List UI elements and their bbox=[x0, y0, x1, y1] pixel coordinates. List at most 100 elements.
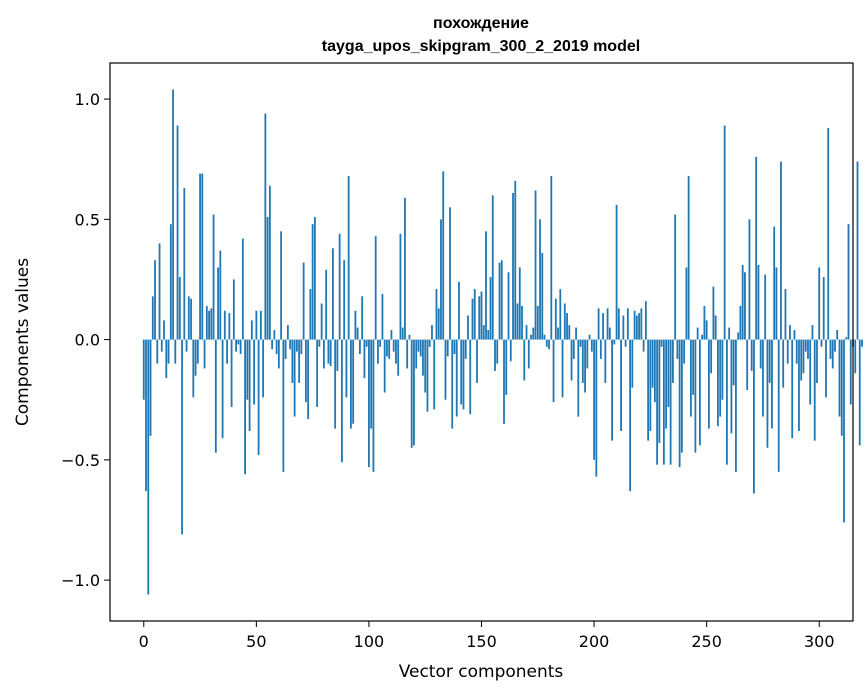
bar bbox=[178, 277, 181, 340]
bar bbox=[568, 325, 571, 340]
bar bbox=[647, 339, 650, 441]
bar bbox=[320, 303, 323, 340]
bar bbox=[232, 279, 235, 340]
bar bbox=[440, 219, 442, 340]
bar bbox=[593, 339, 595, 460]
bar bbox=[728, 327, 731, 340]
bar bbox=[802, 339, 805, 374]
bar bbox=[662, 339, 665, 465]
bar bbox=[813, 339, 816, 441]
bar bbox=[356, 327, 359, 340]
bar bbox=[280, 231, 283, 340]
bar bbox=[838, 339, 841, 417]
bar bbox=[602, 313, 604, 340]
x-tick-label: 150 bbox=[466, 632, 497, 651]
bar bbox=[527, 339, 530, 369]
bar bbox=[392, 339, 395, 352]
bar bbox=[550, 176, 553, 340]
bar bbox=[563, 303, 566, 340]
bar bbox=[345, 339, 348, 398]
bar bbox=[217, 267, 219, 340]
bar bbox=[298, 339, 301, 383]
bar bbox=[793, 329, 796, 340]
bar bbox=[395, 339, 397, 364]
bar bbox=[383, 339, 386, 393]
bar bbox=[406, 339, 409, 369]
bar bbox=[190, 298, 192, 340]
bar bbox=[151, 296, 154, 340]
bar bbox=[329, 339, 332, 367]
bar bbox=[678, 339, 681, 468]
bar bbox=[437, 308, 440, 340]
bar bbox=[807, 339, 809, 359]
bar bbox=[354, 310, 357, 340]
bar bbox=[473, 289, 476, 340]
bar bbox=[205, 305, 208, 340]
bar bbox=[397, 339, 400, 376]
bar bbox=[172, 89, 174, 340]
bar bbox=[798, 339, 800, 431]
bar bbox=[831, 339, 834, 369]
bar bbox=[284, 339, 287, 359]
bar bbox=[230, 339, 233, 407]
bar bbox=[717, 339, 719, 427]
bar bbox=[365, 339, 368, 347]
bar bbox=[818, 267, 821, 340]
bar bbox=[237, 339, 240, 345]
bar bbox=[791, 339, 794, 439]
bar bbox=[687, 176, 690, 340]
bar bbox=[185, 339, 188, 352]
bar bbox=[361, 296, 364, 340]
bar bbox=[782, 339, 785, 388]
bar bbox=[557, 327, 559, 340]
bar bbox=[455, 339, 458, 417]
bar bbox=[223, 310, 226, 340]
bar bbox=[257, 339, 260, 456]
bar bbox=[579, 339, 582, 347]
bar bbox=[327, 339, 330, 364]
bar bbox=[777, 339, 780, 472]
bar bbox=[399, 233, 402, 340]
bar bbox=[248, 339, 251, 431]
bar bbox=[277, 339, 280, 369]
bar bbox=[408, 334, 411, 340]
bar bbox=[710, 339, 713, 374]
bar bbox=[597, 308, 600, 340]
bar bbox=[638, 313, 641, 340]
bar bbox=[633, 310, 636, 340]
bar bbox=[518, 267, 521, 340]
bar bbox=[539, 219, 541, 340]
bar bbox=[266, 216, 269, 340]
bar bbox=[771, 339, 773, 429]
bar bbox=[208, 310, 210, 340]
bar bbox=[235, 339, 237, 352]
bar bbox=[572, 339, 575, 359]
bar bbox=[404, 197, 406, 340]
bar bbox=[498, 262, 501, 340]
y-tick-label: −0.5 bbox=[61, 451, 100, 470]
bar bbox=[696, 327, 699, 340]
bar bbox=[676, 339, 679, 359]
bar bbox=[368, 339, 370, 468]
bar bbox=[804, 339, 807, 352]
bar bbox=[239, 339, 242, 355]
bar bbox=[786, 339, 789, 364]
bar bbox=[640, 308, 643, 340]
bar bbox=[458, 281, 460, 340]
bar bbox=[255, 310, 258, 340]
x-tick-label: 0 bbox=[139, 632, 149, 651]
bar bbox=[617, 308, 620, 340]
bar bbox=[581, 339, 584, 383]
bar bbox=[169, 224, 172, 340]
bar bbox=[507, 272, 510, 340]
bar bbox=[419, 339, 422, 357]
bar bbox=[415, 339, 418, 369]
bar bbox=[784, 289, 787, 340]
bar bbox=[156, 339, 159, 364]
bar bbox=[748, 219, 751, 340]
plot-frame bbox=[109, 62, 854, 622]
bar bbox=[228, 313, 231, 340]
y-tick-label: 1.0 bbox=[75, 90, 100, 109]
x-axis-ticks: 0 50 100 150 200 250 300 bbox=[139, 621, 835, 651]
